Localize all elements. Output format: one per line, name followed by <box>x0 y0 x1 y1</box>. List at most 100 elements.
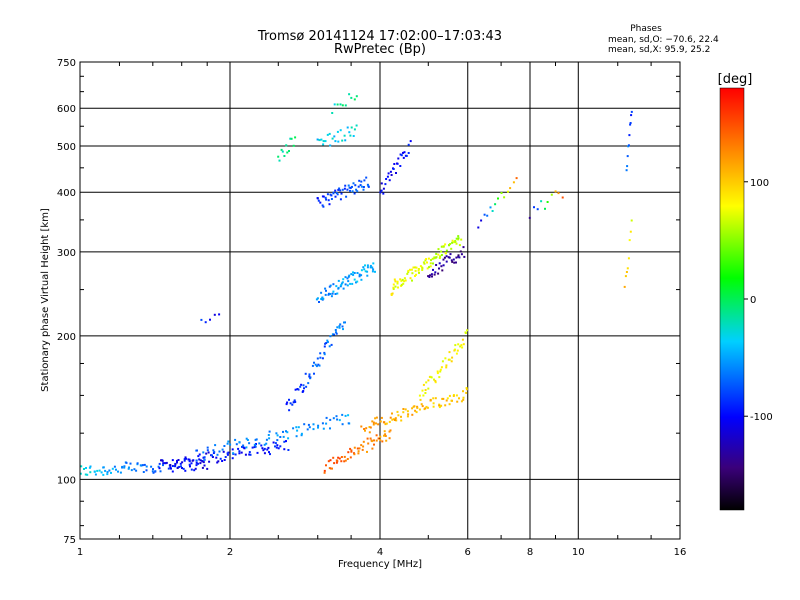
data-point <box>369 426 372 429</box>
data-point <box>353 446 356 449</box>
data-point <box>304 372 307 375</box>
data-point <box>268 451 270 454</box>
data-point <box>409 277 412 280</box>
data-point <box>188 459 191 462</box>
data-point <box>344 459 347 462</box>
data-point <box>421 267 424 270</box>
data-point <box>106 473 109 476</box>
data-point <box>211 454 213 457</box>
data-point <box>460 253 463 256</box>
data-point <box>422 383 425 386</box>
data-point <box>295 426 298 429</box>
data-point <box>325 342 328 344</box>
data-point <box>404 408 407 411</box>
data-point <box>202 451 205 454</box>
data-point <box>176 459 178 462</box>
data-point <box>143 463 146 466</box>
data-point <box>221 448 224 451</box>
data-point <box>218 313 221 316</box>
data-point <box>448 351 451 354</box>
data-point <box>357 185 360 188</box>
data-point <box>366 183 369 186</box>
data-point <box>329 459 332 462</box>
data-point <box>219 457 222 460</box>
data-point <box>158 467 161 470</box>
data-point <box>325 416 328 419</box>
data-point <box>329 293 332 295</box>
data-point <box>197 462 200 465</box>
data-point <box>366 437 369 440</box>
data-point <box>300 432 303 435</box>
data-point <box>442 264 445 267</box>
data-point <box>415 266 418 269</box>
data-point <box>380 189 383 192</box>
data-point <box>426 261 428 264</box>
data-point <box>96 469 99 472</box>
data-point <box>344 276 347 279</box>
data-point <box>364 429 366 432</box>
data-point <box>366 266 369 269</box>
data-point <box>451 260 454 263</box>
data-point <box>286 151 289 154</box>
data-point <box>452 241 455 244</box>
data-point <box>409 268 411 271</box>
data-point <box>396 162 399 165</box>
data-point <box>438 267 440 270</box>
data-point <box>89 465 92 468</box>
data-point <box>174 463 177 466</box>
data-point <box>448 244 450 247</box>
data-point <box>391 412 393 415</box>
data-point <box>222 450 225 453</box>
data-point <box>437 253 440 256</box>
data-point <box>450 399 453 402</box>
data-point <box>347 184 350 187</box>
data-point <box>150 465 153 468</box>
data-point <box>263 452 266 455</box>
data-point <box>441 397 444 400</box>
data-point <box>355 281 357 284</box>
data-point <box>461 346 464 349</box>
data-point <box>403 277 406 280</box>
data-point <box>363 428 366 430</box>
data-point <box>203 464 206 467</box>
data-point <box>400 283 403 286</box>
data-point <box>351 185 353 188</box>
data-point <box>169 466 172 469</box>
data-point <box>396 282 399 285</box>
data-point <box>154 470 157 473</box>
data-point <box>255 438 258 441</box>
data-point <box>212 449 215 452</box>
data-point <box>89 471 92 474</box>
data-point <box>333 462 336 465</box>
data-point <box>244 453 247 456</box>
data-point <box>324 196 327 199</box>
data-point <box>352 273 355 276</box>
data-point <box>455 394 458 397</box>
data-point <box>364 270 367 273</box>
data-point <box>183 459 186 462</box>
data-point <box>421 405 424 408</box>
data-point <box>203 458 206 461</box>
data-point <box>413 405 416 408</box>
data-point <box>226 442 229 445</box>
data-point <box>425 258 428 260</box>
data-point <box>380 182 383 185</box>
colorbar-tick-label: 0 <box>750 295 756 306</box>
data-point <box>223 445 226 447</box>
data-point <box>274 445 276 448</box>
data-point <box>344 104 347 107</box>
data-point <box>444 252 447 255</box>
y-axis-label: Stationary phase Virtual Height [km] <box>40 208 51 392</box>
data-point <box>407 269 410 272</box>
data-point <box>405 154 408 157</box>
data-point <box>355 124 358 127</box>
data-point <box>237 447 240 450</box>
data-point <box>421 389 424 392</box>
data-point <box>349 447 352 450</box>
data-point <box>414 269 417 272</box>
data-point <box>323 471 326 474</box>
data-point <box>340 456 343 458</box>
data-point <box>382 421 385 424</box>
data-point <box>341 188 344 191</box>
